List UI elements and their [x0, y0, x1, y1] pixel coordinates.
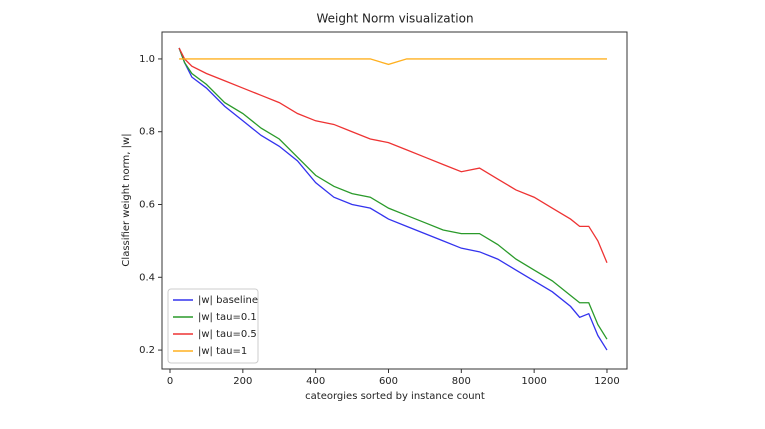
legend-label: |w| tau=0.1	[198, 312, 257, 323]
chart-title: Weight Norm visualization	[316, 12, 473, 26]
line-series	[178, 47, 608, 263]
y-tick-label: 0.2	[139, 345, 155, 356]
legend-label: |w| baseline	[198, 295, 258, 306]
legend-label: |w| tau=0.5	[198, 329, 257, 340]
y-tick-label: 0.4	[139, 272, 155, 283]
x-tick-label: 1200	[594, 376, 619, 387]
plot-frame	[161, 31, 628, 370]
legend-label: |w| tau=1	[198, 346, 247, 357]
y-tick-label: 0.6	[139, 200, 155, 211]
x-axis-label: cateorgies sorted by instance count	[305, 391, 485, 402]
y-tick-label: 0.8	[139, 127, 155, 138]
legend-box	[167, 288, 259, 364]
y-axis-label: Classifier weight norm, |w|	[121, 133, 132, 266]
line-series	[178, 47, 608, 351]
x-tick-label: 0	[167, 376, 173, 387]
x-tick-label: 600	[379, 376, 398, 387]
y-tick-label: 1.0	[139, 54, 155, 65]
x-tick-label: 800	[452, 376, 471, 387]
line-series	[178, 47, 608, 340]
x-tick-label: 400	[306, 376, 325, 387]
x-tick-label: 200	[233, 376, 252, 387]
line-series	[179, 58, 607, 66]
x-tick-label: 1000	[521, 376, 546, 387]
